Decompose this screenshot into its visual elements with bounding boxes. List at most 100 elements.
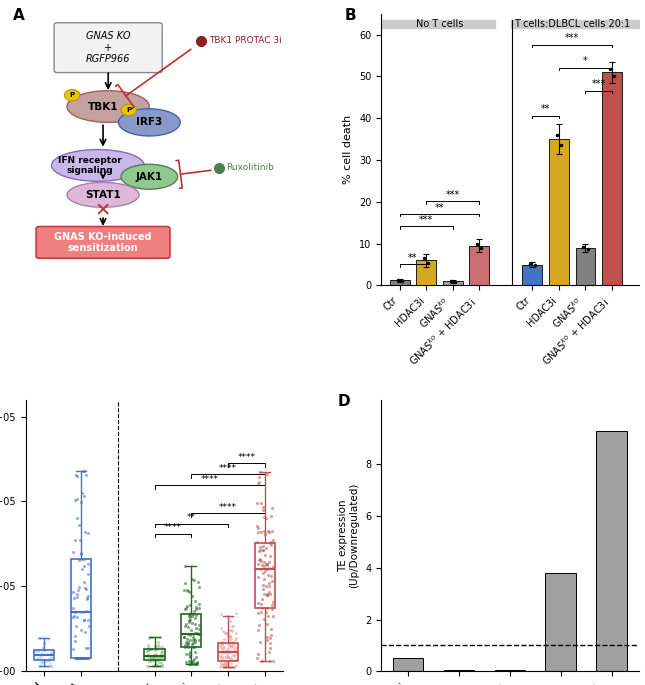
Point xyxy=(157,660,167,671)
Point xyxy=(76,549,86,560)
Point xyxy=(188,609,199,620)
Point xyxy=(83,653,93,664)
Text: ****: **** xyxy=(164,523,182,532)
Bar xyxy=(546,573,576,671)
Ellipse shape xyxy=(121,104,137,116)
Point xyxy=(152,644,162,655)
Point xyxy=(72,471,83,482)
Point xyxy=(181,636,192,647)
Point xyxy=(38,643,48,654)
Bar xyxy=(444,670,474,671)
FancyBboxPatch shape xyxy=(36,227,170,258)
Point xyxy=(47,648,57,659)
Text: ***: *** xyxy=(419,215,433,225)
Point xyxy=(258,584,268,595)
Point xyxy=(189,641,199,652)
Point xyxy=(259,589,270,600)
Point xyxy=(36,649,46,660)
Point xyxy=(181,656,191,667)
Point xyxy=(224,634,235,645)
Point xyxy=(74,653,84,664)
Point xyxy=(184,656,194,667)
Point xyxy=(183,642,193,653)
Point xyxy=(227,621,237,632)
Point xyxy=(155,660,165,671)
Point xyxy=(142,660,152,671)
Point xyxy=(183,636,194,647)
Point xyxy=(215,651,225,662)
Point xyxy=(185,651,195,662)
Point xyxy=(157,646,167,657)
Point xyxy=(221,651,231,662)
Point xyxy=(148,651,159,662)
Point xyxy=(144,632,155,643)
Point xyxy=(255,545,266,556)
Point xyxy=(46,660,56,671)
Text: ****: **** xyxy=(219,464,237,473)
Point xyxy=(184,646,195,657)
Point xyxy=(153,639,163,650)
Point xyxy=(259,525,269,536)
Point xyxy=(254,554,264,565)
Point xyxy=(225,653,235,664)
Point xyxy=(221,661,231,672)
Point xyxy=(75,653,86,664)
Point xyxy=(221,659,232,670)
Point xyxy=(264,578,274,589)
Point xyxy=(72,653,82,664)
Point xyxy=(252,498,262,509)
Point xyxy=(192,657,203,668)
Point xyxy=(218,625,228,636)
Point xyxy=(217,647,228,658)
Point xyxy=(191,603,201,614)
Point xyxy=(267,502,277,513)
Point xyxy=(257,544,268,555)
Point xyxy=(37,644,47,655)
Text: JAK1: JAK1 xyxy=(136,172,163,182)
Point xyxy=(228,661,239,672)
Point xyxy=(261,607,271,618)
Point xyxy=(74,555,84,566)
Point xyxy=(75,547,86,558)
Point xyxy=(147,653,157,664)
Bar xyxy=(470,246,490,286)
Point xyxy=(224,638,234,649)
Text: D: D xyxy=(337,394,350,409)
Point xyxy=(36,656,46,667)
Text: P: P xyxy=(126,107,132,113)
Point xyxy=(253,598,263,609)
Point xyxy=(39,653,50,664)
Text: GNAS KO
+
RGFP966: GNAS KO + RGFP966 xyxy=(86,31,130,64)
Point xyxy=(72,653,82,664)
Point xyxy=(145,643,155,654)
Point xyxy=(72,653,82,664)
Point xyxy=(217,659,228,670)
Point xyxy=(81,653,92,664)
Point xyxy=(224,625,235,636)
Point xyxy=(226,661,237,672)
Point xyxy=(157,642,167,653)
Ellipse shape xyxy=(52,149,144,182)
Text: STAT1: STAT1 xyxy=(85,190,121,200)
Point xyxy=(72,591,82,602)
Point xyxy=(231,649,241,660)
Point xyxy=(148,649,159,660)
Point xyxy=(181,619,192,630)
Point xyxy=(83,527,94,538)
Point xyxy=(266,540,276,551)
Point xyxy=(253,527,264,538)
Point xyxy=(217,638,227,649)
Point xyxy=(255,497,266,508)
Point xyxy=(76,624,86,635)
Point xyxy=(186,573,197,584)
Point xyxy=(254,636,264,647)
Point xyxy=(184,611,194,622)
Point xyxy=(180,577,190,588)
Point xyxy=(179,631,189,642)
Point xyxy=(45,655,55,666)
Point xyxy=(223,651,233,662)
Point xyxy=(70,630,81,641)
Point xyxy=(221,627,232,638)
Point xyxy=(148,652,158,663)
Point xyxy=(215,642,226,653)
